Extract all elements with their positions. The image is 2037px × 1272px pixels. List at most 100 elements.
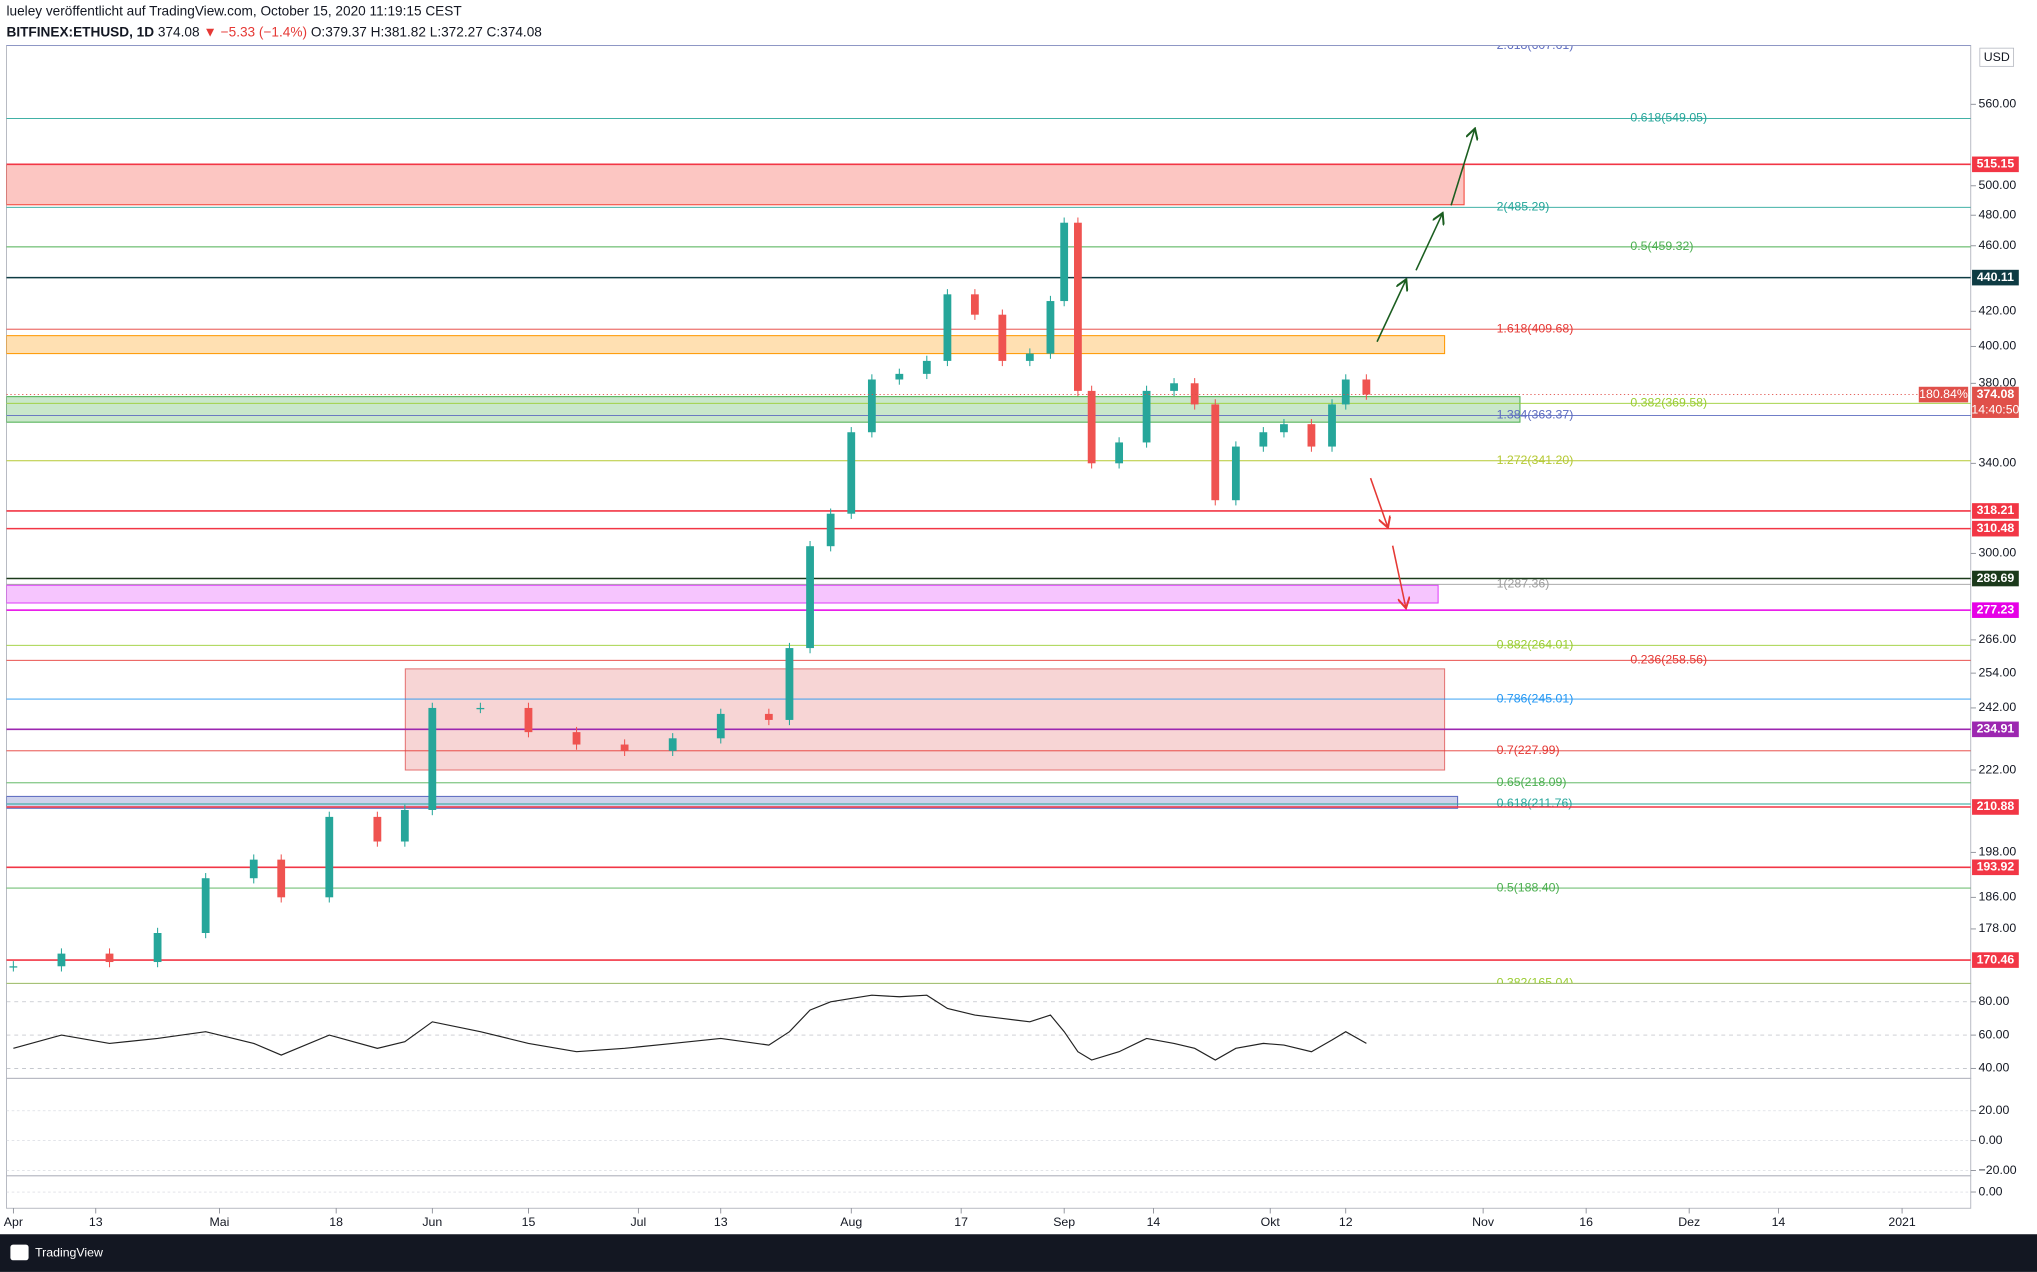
level-label: 210.88 [1977, 799, 2015, 813]
fib-label: 0.786(245.01) [1497, 691, 1574, 705]
level-label: 193.92 [1977, 860, 2015, 874]
current-percent: 180.84% [1919, 387, 1968, 401]
zone [404, 668, 1446, 771]
candle [373, 816, 382, 842]
level-label: 318.21 [1977, 503, 2015, 517]
y-tick-label: 300.00 [1979, 546, 2017, 560]
y-tick-label: 0.00 [1979, 1133, 2003, 1147]
indicator-line [13, 994, 1367, 1061]
candle [153, 932, 162, 963]
level-label: 515.15 [1977, 157, 2015, 171]
y-tick-label: 80.00 [1979, 994, 2010, 1008]
x-tick-label: Okt [1261, 1215, 1281, 1229]
level-label-bg [1972, 799, 2019, 815]
fib-label: 2.618(607.61) [1497, 38, 1574, 52]
symbol-line: BITFINEX:ETHUSD, 1D 374.08 ▼ −5.33 (−1.4… [6, 24, 541, 39]
currency-box [1979, 47, 2015, 67]
candle [1115, 442, 1124, 464]
candle [1170, 383, 1178, 391]
candle [943, 294, 952, 361]
fib-label: 0.382(165.04) [1497, 976, 1574, 990]
arrow-up [1376, 281, 1406, 343]
y-tick-label: 340.00 [1979, 456, 2017, 470]
y-tick-label: 40.00 [1979, 1061, 2010, 1075]
level-label: 289.69 [1977, 571, 2015, 585]
candle [970, 294, 979, 315]
level-label-bg [1972, 859, 2019, 876]
candle [57, 953, 66, 967]
x-tick-label: 12 [1339, 1215, 1353, 1229]
fib-label: 0.7(227.99) [1497, 743, 1560, 757]
candle [9, 966, 18, 968]
level-label-bg [1972, 570, 2019, 587]
annotation-arrows [1369, 130, 1475, 607]
y-tick-label: 20.00 [1979, 1103, 2010, 1117]
y-tick-label: 480.00 [1979, 207, 2017, 221]
y-tick-label: 500.00 [1979, 178, 2017, 192]
candle [1211, 404, 1220, 501]
right-axis-bg [1970, 45, 2037, 1209]
y-tick-label: 460.00 [1979, 238, 2017, 252]
candle [1046, 301, 1055, 354]
fib-label: 2(485.29) [1497, 200, 1550, 214]
x-tick-label: 2021 [1888, 1215, 1916, 1229]
arrow-up [1450, 130, 1474, 206]
x-tick-label: Mai [209, 1215, 229, 1229]
x-tick-label: Sep [1053, 1215, 1075, 1229]
fib-label: 0.5(188.40) [1497, 880, 1560, 894]
candle [400, 809, 409, 842]
fib-label: 1(287.36) [1497, 577, 1550, 591]
arrow-up [1415, 214, 1442, 271]
zone [6, 795, 1459, 809]
y-tick-label: 222.00 [1979, 762, 2017, 776]
candle [1362, 379, 1371, 395]
panes: 2.618(607.61) 0.618(549.05) 2(485.29) 0.5(4… [4, 38, 2037, 1229]
candle [1231, 446, 1240, 501]
candle [1142, 390, 1151, 443]
level-label: 310.48 [1977, 521, 2015, 535]
brand-logo [10, 1244, 29, 1261]
level-label: 440.11 [1977, 270, 2014, 284]
fib-label: 1.272(341.20) [1497, 453, 1574, 467]
fib-label: 1.384(363.37) [1497, 408, 1574, 422]
level-label: 234.91 [1977, 722, 2015, 736]
brand: TradingView [35, 1245, 103, 1259]
candle [1280, 424, 1288, 433]
x-tick-label: Jun [422, 1215, 442, 1229]
candle [428, 707, 437, 810]
candle [1060, 222, 1069, 302]
currency: USD [1984, 50, 2010, 64]
candle [716, 713, 725, 739]
candle [572, 732, 581, 745]
fib-label: 0.882(264.01) [1497, 638, 1574, 652]
fib-label: 0.5(459.32) [1630, 239, 1693, 253]
y-tick-label: 60.00 [1979, 1027, 2010, 1041]
candle [867, 379, 876, 433]
candle [620, 744, 629, 751]
candle [847, 432, 856, 514]
change: ▼ −5.33 (−1.4%) [203, 24, 307, 39]
y-tick-label: 400.00 [1979, 339, 2017, 353]
candle [1074, 222, 1082, 391]
x-tick-label: Apr [4, 1215, 23, 1229]
candle [764, 713, 773, 720]
x-tick-label: 18 [329, 1215, 343, 1229]
candle [785, 648, 794, 720]
level-label: 170.46 [1977, 952, 2015, 966]
zone [6, 584, 1439, 604]
y-tick-label: 266.00 [1979, 632, 2017, 646]
candle [476, 707, 485, 710]
level-label-bg [1972, 602, 2019, 618]
candle [895, 373, 904, 380]
level-label-bg [1972, 721, 2019, 738]
x-tick-label: 15 [522, 1215, 536, 1229]
fib-label: 0.618(549.05) [1630, 111, 1707, 125]
level-label-bg [1972, 269, 2019, 286]
candle [105, 953, 114, 963]
zone [6, 335, 1446, 355]
fib-label: 0.618(211.76) [1497, 796, 1573, 810]
candle [325, 816, 334, 898]
candle [922, 360, 931, 374]
